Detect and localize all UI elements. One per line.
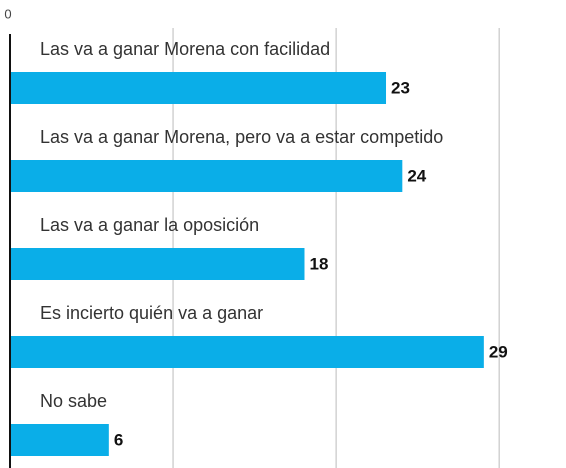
bar — [11, 72, 387, 104]
category-label: Las va a ganar Morena con facilidad — [40, 39, 330, 59]
value-label: 24 — [407, 166, 426, 185]
x-tick-label: 0 — [4, 6, 11, 21]
bar — [11, 424, 109, 456]
category-label: Las va a ganar Morena, pero va a estar c… — [40, 127, 443, 147]
bar — [11, 336, 484, 368]
bar — [11, 248, 305, 280]
value-label: 29 — [489, 342, 508, 361]
bar — [11, 160, 403, 192]
category-label: Es incierto quién va a ganar — [40, 303, 263, 323]
value-label: 23 — [391, 78, 410, 97]
category-label: No sabe — [40, 391, 107, 411]
value-label: 6 — [114, 430, 123, 449]
category-label: Las va a ganar la oposición — [40, 215, 259, 235]
value-label: 18 — [309, 254, 328, 273]
